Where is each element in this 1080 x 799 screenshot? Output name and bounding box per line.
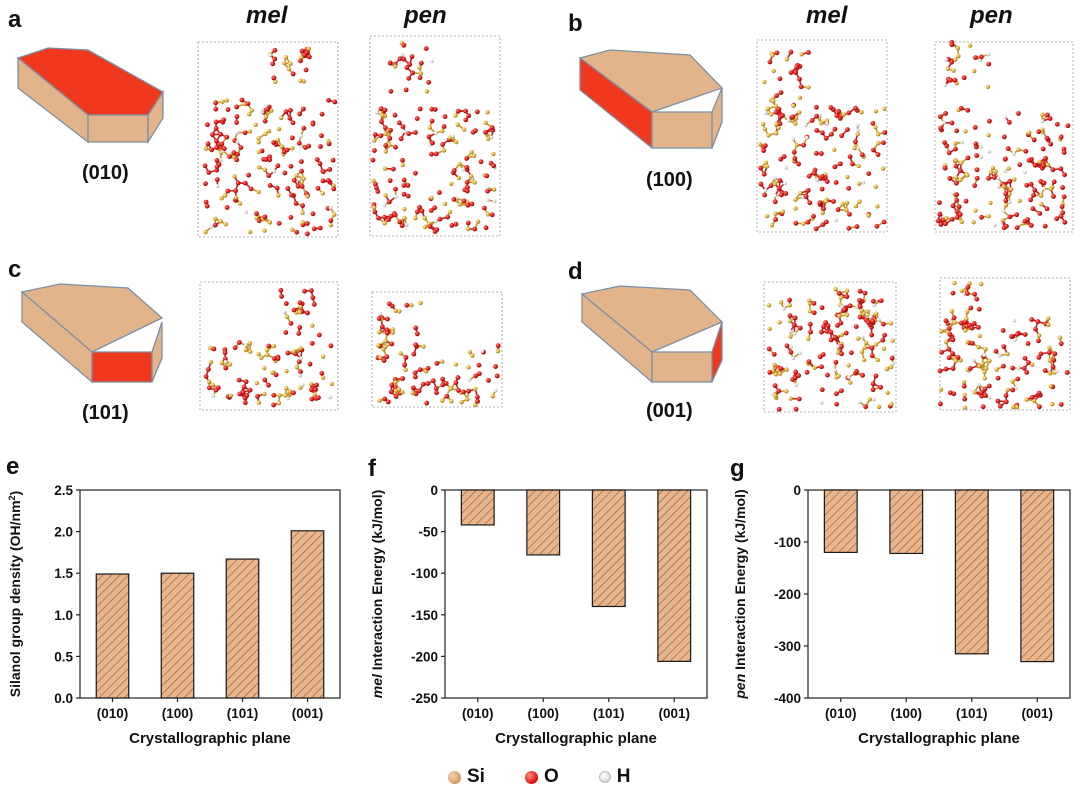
molecule-box (934, 39, 1074, 233)
molecule-box (756, 39, 888, 233)
crystal-shape-a (16, 47, 164, 145)
bar-010 (95, 573, 130, 699)
plane-label-c: (101) (82, 402, 129, 424)
bar-001 (657, 489, 692, 662)
molecule-box (197, 41, 339, 238)
col-title-pen-b: pen (970, 2, 1013, 29)
y-tick-label: -100 (411, 566, 438, 581)
molecule-box (369, 35, 501, 237)
y-tick-label: -250 (411, 691, 438, 706)
x-tick-label: (100) (527, 706, 559, 721)
y-tick-label: 1.0 (54, 608, 73, 623)
molecule-box (371, 291, 503, 408)
y-tick-label: -200 (411, 649, 438, 664)
crystal-shape-b (578, 49, 724, 150)
legend-label-h: H (616, 766, 631, 787)
bar-101 (954, 489, 989, 655)
crystal-shape-c (20, 283, 164, 384)
x-tick-label: (001) (658, 706, 690, 721)
y-tick-label: -400 (774, 691, 801, 706)
legend-label-si: Si (467, 766, 485, 787)
chart-e: 0.0 0.5 1.0 1.5 2.0 2.5 (010) (100) (101) (001)Cr… (7, 483, 341, 747)
molecule-box (937, 277, 1071, 411)
y-tick-label: 0 (430, 483, 438, 498)
panel-letter-g: g (730, 455, 745, 482)
col-title-pen-a: pen (404, 2, 447, 29)
y-tick-label: 1.5 (54, 566, 73, 581)
bar-101 (225, 558, 260, 699)
y-axis-label: mel Interaction Energy (kJ/mol) (369, 490, 385, 699)
plot-frame (444, 489, 708, 699)
col-title-mel-b: mel (806, 2, 848, 29)
panel-letter-e: e (6, 453, 20, 480)
bar-100 (889, 489, 924, 555)
plane-label-a: (010) (82, 162, 129, 184)
molecular-structures (197, 35, 1074, 413)
chart-g: 0 -100 -200 -300 -400 (010) (100) (101) (001)Cry… (732, 483, 1071, 747)
bar-001 (290, 530, 325, 699)
y-axis-label: Silanol group density (OH/nm2) (7, 491, 23, 697)
panel-letter-f: f (368, 455, 376, 482)
y-tick-label: 2.5 (54, 483, 73, 498)
legend-item-o: O (524, 766, 559, 788)
x-tick-label: (001) (1021, 706, 1053, 721)
legend: Si O H (448, 766, 630, 788)
plane-label-b: (100) (646, 169, 693, 191)
bar-001 (1020, 489, 1055, 663)
x-tick-label: (101) (593, 706, 625, 721)
plot-frame (79, 489, 341, 699)
legend-item-si: Si (448, 766, 485, 788)
crystal-shape-d (580, 285, 724, 384)
crystal-drawings (16, 35, 1074, 413)
charts-area: 0.00.51.01.52.02.5(010) (100) (101) (001)Cr… (7, 483, 1071, 747)
panel-letter-b: b (568, 10, 583, 37)
bar-100 (160, 572, 195, 699)
bar-100 (526, 489, 561, 556)
x-tick-label: (100) (890, 706, 922, 721)
legend-label-o: O (543, 766, 559, 787)
y-tick-label: 2.0 (54, 525, 73, 540)
molecule-box (763, 281, 897, 413)
x-tick-label: (100) (162, 706, 194, 721)
legend-item-h: H (598, 766, 631, 788)
si-dot-icon (448, 770, 461, 784)
panel-letter-c: c (8, 256, 22, 283)
o-dot-icon (524, 770, 538, 784)
x-axis-label: Crystallographic plane (495, 730, 657, 747)
col-title-mel-a: mel (246, 2, 288, 29)
x-axis-label: Crystallographic plane (858, 730, 1020, 747)
bar-010 (460, 489, 495, 526)
plane-label-d: (001) (646, 400, 693, 422)
h-dot-icon (598, 771, 611, 783)
y-tick-label: -300 (774, 639, 801, 654)
panel-letter-d: d (568, 258, 583, 285)
y-tick-label: 0.5 (54, 649, 73, 664)
chart-f: 0 -50 -100 -150 -200 -250 (010) (100) (101) (001)… (369, 483, 708, 747)
molecule-box (199, 281, 339, 411)
y-axis-label: pen Interaction Energy (kJ/mol) (732, 489, 748, 699)
y-tick-label: 0.0 (54, 691, 73, 706)
y-tick-label: -50 (418, 525, 438, 540)
bar-101 (591, 489, 626, 608)
x-tick-label: (010) (462, 706, 494, 721)
x-tick-label: (101) (227, 706, 259, 721)
bar-010 (823, 489, 858, 554)
y-tick-label: -200 (774, 587, 801, 602)
y-tick-label: -100 (774, 535, 801, 550)
x-axis-label: Crystallographic plane (129, 730, 291, 747)
x-tick-label: (010) (825, 706, 857, 721)
panel-letter-a: a (8, 6, 22, 33)
x-tick-label: (001) (292, 706, 324, 721)
x-tick-label: (101) (956, 706, 988, 721)
y-tick-label: -150 (411, 608, 438, 623)
x-tick-label: (010) (97, 706, 129, 721)
y-tick-label: 0 (793, 483, 801, 498)
